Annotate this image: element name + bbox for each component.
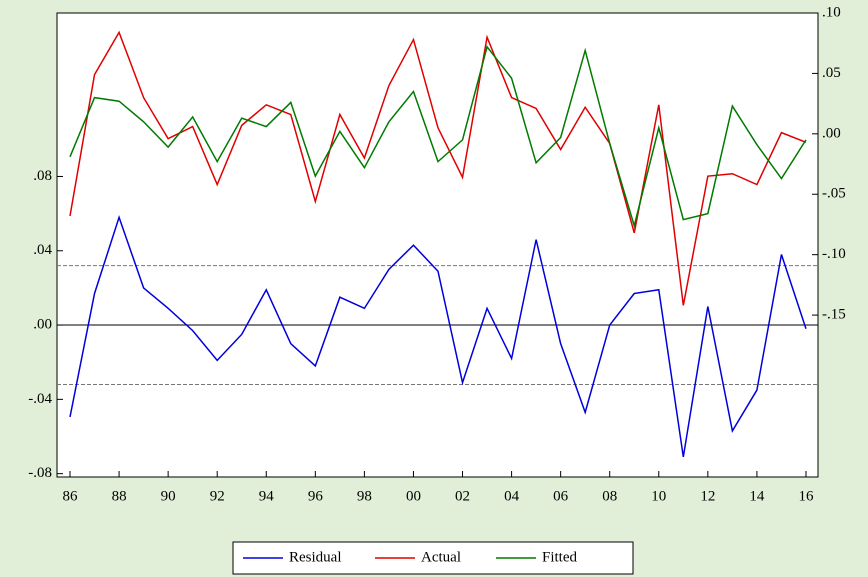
y2-tick-label: -.10	[822, 246, 846, 262]
series-line	[69, 45, 807, 229]
x-tick-label: 06	[553, 488, 569, 504]
y-tick-label: -.08	[28, 465, 52, 481]
y2-tick-label: .05	[822, 65, 841, 81]
x-tick-label: 90	[161, 488, 176, 504]
x-tick-label: 96	[308, 488, 324, 504]
x-tick-label: 12	[700, 488, 715, 504]
x-tick-label: 94	[259, 488, 275, 504]
y2-tick-label: -.05	[822, 186, 846, 202]
y-tick-label: -.04	[28, 391, 52, 407]
legend-label: Residual	[289, 549, 342, 565]
legend	[232, 541, 634, 575]
y-tick-label: .08	[33, 168, 52, 184]
legend-label: Actual	[421, 549, 461, 565]
y-tick-label: .00	[33, 316, 52, 332]
y-tick-label: .04	[33, 242, 52, 258]
x-tick-label: 86	[63, 488, 79, 504]
x-tick-label: 14	[749, 488, 765, 504]
x-tick-label: 88	[112, 488, 127, 504]
x-tick-label: 02	[455, 488, 470, 504]
series-line	[69, 30, 807, 306]
x-tick-label: 08	[602, 488, 617, 504]
x-tick-label: 92	[210, 488, 225, 504]
y2-tick-label: -.15	[822, 307, 846, 323]
x-tick-label: 98	[357, 488, 372, 504]
x-tick-label: 10	[651, 488, 666, 504]
y2-tick-label: .10	[822, 4, 841, 20]
series-line	[69, 214, 807, 458]
y2-tick-label: .00	[822, 125, 841, 141]
plot-area	[56, 12, 819, 478]
legend-label: Fitted	[542, 549, 578, 565]
x-tick-label: 04	[504, 488, 520, 504]
x-tick-label: 16	[798, 488, 814, 504]
x-tick-label: 00	[406, 488, 421, 504]
